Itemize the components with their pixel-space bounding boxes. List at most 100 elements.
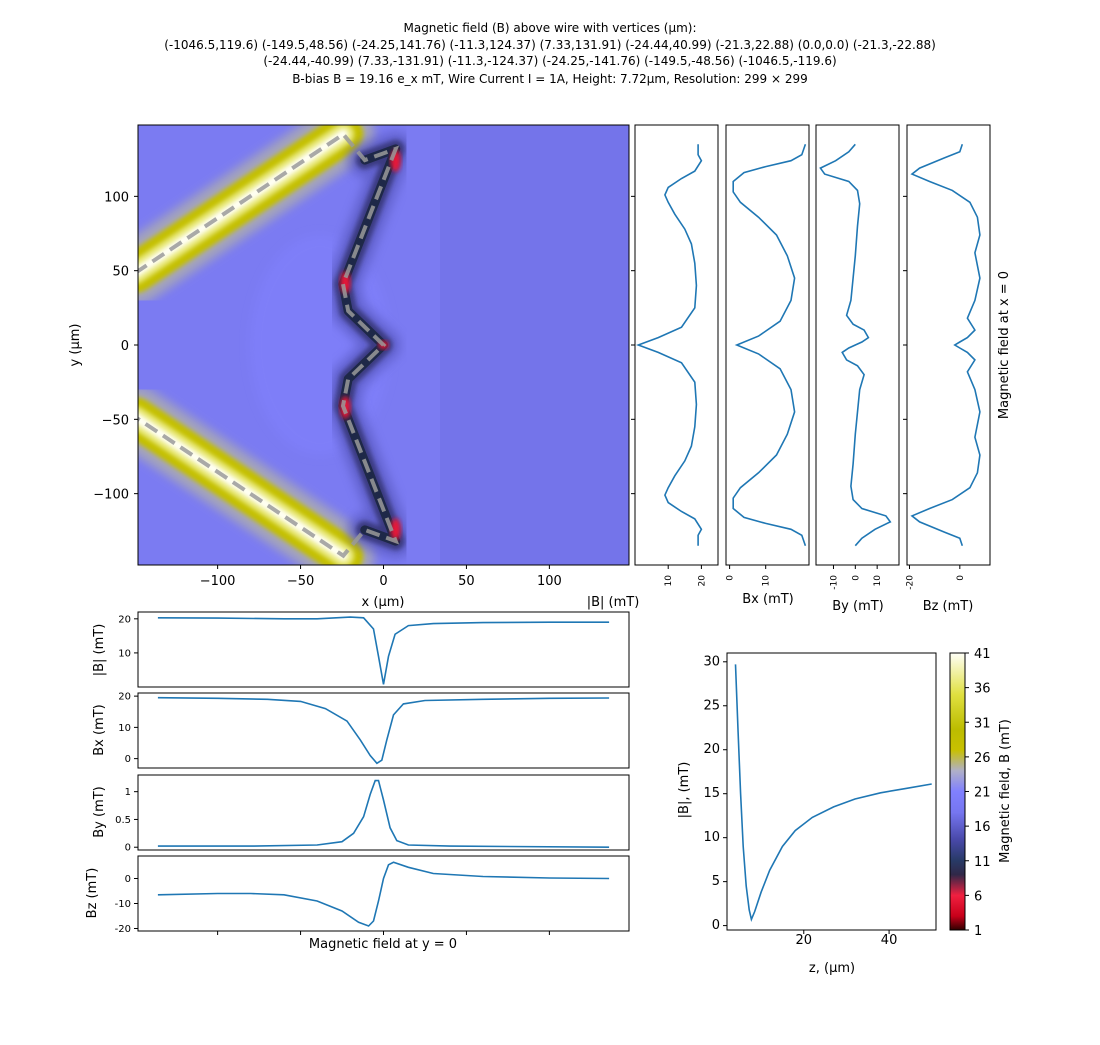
vx-bz-label: Bz (mT) (923, 599, 974, 614)
colorbar-tick-label: 26 (974, 751, 991, 766)
heatmap-xlabel: x (μm) (362, 595, 405, 610)
heatmap-xtick-label: 100 (537, 574, 562, 589)
h_bx-plot-area (138, 693, 629, 768)
vx_by-series-line (819, 143, 892, 547)
field-band-core (138, 129, 349, 278)
vx-bx-label: Bx (mT) (742, 592, 794, 607)
panel-bz-vs-y: -20 0 (903, 124, 991, 590)
vx_bx-xtick-label: 10 (762, 575, 772, 587)
panel-bx-vs-y: 0 10 (725, 124, 810, 587)
h_bx-ytick-label: 10 (118, 723, 131, 734)
zcurve-frame (726, 652, 937, 931)
zcurve-xtick-label: 40 (881, 933, 898, 948)
heatmap-right-shade (440, 125, 629, 565)
heatmap-xtick-label: 50 (458, 574, 475, 589)
colorbar-gradient (949, 652, 966, 931)
zcurve-ytick-label: 10 (703, 830, 720, 845)
heatmap-ytick-label: −50 (102, 413, 129, 428)
h_babs-frame (137, 611, 630, 688)
h_bz-ytick-label: -20 (115, 924, 131, 935)
h_bx-frame (137, 692, 630, 769)
heatmap-xtick-label: −100 (200, 574, 236, 589)
h_by-frame (137, 774, 630, 851)
h-bx-label: Bx (mT) (92, 704, 107, 756)
h-bz-label: Bz (mT) (85, 868, 100, 919)
field-heatmap: −100 −50 0 50 100 −100 −50 0 50 100 x (μm) y (μm) (68, 124, 630, 610)
h_babs-ytick-label: 10 (118, 648, 131, 659)
title-line-4: B-bias B = 19.16 e_x mT, Wire Current I … (292, 72, 808, 86)
vx-by-label: By (mT) (832, 599, 884, 614)
zcurve-series-line (734, 664, 932, 923)
vx_babs-xtick-label: 10 (664, 575, 674, 587)
x0-side-label: Magnetic field at x = 0 (997, 271, 1012, 419)
panel-babs-vs-y: 10 20 (631, 124, 719, 587)
z-xlabel: z, (μm) (809, 961, 855, 976)
vx_babs-plot-area (635, 125, 718, 565)
heatmap-ytick-label: 50 (112, 265, 129, 280)
heatmap-ytick-label: −100 (93, 488, 129, 503)
colorbar-label: Magnetic field, B (mT) (998, 719, 1013, 863)
zcurve-plot-area (727, 653, 936, 930)
panel-babs-vs-x: 10 20 (118, 611, 630, 688)
h_by-ytick-label: 1 (125, 787, 131, 798)
field-minimum-spot (390, 518, 401, 541)
heatmap-xtick-label: 0 (379, 574, 387, 589)
vx_babs-xtick-label: 20 (697, 575, 707, 587)
vx_bz-plot-area (907, 125, 990, 565)
colorbar-tick-label: 6 (974, 889, 982, 904)
h_by-plot-area (138, 775, 629, 850)
vx_by-xtick-label: -10 (829, 575, 839, 590)
zcurve-xtick-label: 20 (796, 933, 813, 948)
vx_bx-series-line (732, 144, 807, 546)
h_babs-ytick-label: 20 (118, 614, 131, 625)
colorbar-tick-label: 21 (974, 786, 991, 801)
h_bx-ytick-label: 0 (125, 754, 131, 765)
panel-bx-vs-x: 0 10 20 (118, 692, 630, 769)
h_babs-plot-area (138, 612, 629, 687)
vx_bz-xtick-label: 0 (956, 575, 966, 581)
zcurve-ytick-label: 5 (712, 874, 720, 889)
h_by-ytick-label: 0 (125, 843, 131, 854)
heatmap-ytick-label: 0 (121, 339, 129, 354)
panel-bz-vs-x: -20 -10 0 (115, 855, 630, 935)
z-ylabel: |B|, (mT) (677, 762, 692, 819)
h_bz-ytick-label: -10 (115, 899, 131, 910)
vx_bx-xtick-label: 0 (726, 575, 736, 581)
h_by-series-line (157, 779, 610, 848)
panel-by-vs-x: 00.51 (115, 774, 630, 854)
h_bz-series-line (157, 861, 610, 927)
colorbar-tick-label: 1 (974, 924, 982, 939)
title-line-1: Magnetic field (B) above wire with verti… (403, 21, 697, 35)
wire-path-dashed (138, 131, 400, 559)
heatmap-xtick-label: −50 (287, 574, 314, 589)
h_babs-series-line (157, 616, 610, 685)
h_by-ytick-label: 0.5 (115, 815, 131, 826)
vx_by-frame (815, 124, 900, 566)
h_bx-series-line (157, 696, 610, 765)
vx_bz-series-line (910, 144, 981, 546)
vx_bx-plot-area (726, 125, 809, 565)
zcurve-ytick-label: 30 (703, 654, 720, 669)
h_bz-ytick-label: 0 (125, 874, 131, 885)
title-line-3: (-24.44,-40.99) (7.33,-131.91) (-11.3,-1… (263, 54, 837, 68)
zcurve-ytick-label: 0 (712, 918, 720, 933)
y0-footer-label: Magnetic field at y = 0 (309, 937, 457, 952)
vx_by-xtick-label: 10 (873, 575, 883, 587)
zcurve-ytick-label: 25 (703, 698, 720, 713)
vx_by-xtick-label: 0 (851, 575, 861, 581)
h-babs-label: |B| (mT) (92, 624, 107, 677)
zcurve-ytick-label: 20 (703, 742, 720, 757)
colorbar-tick-label: 41 (974, 647, 991, 662)
vx_bz-xtick-label: -20 (906, 575, 916, 590)
h_bx-ytick-label: 20 (118, 692, 131, 703)
vx_bx-frame (725, 124, 810, 566)
vx_babs-series-line (636, 144, 703, 546)
title-line-2: (-1046.5,119.6) (-149.5,48.56) (-24.25,1… (164, 38, 936, 52)
heatmap-ytick-label: 100 (104, 190, 129, 205)
heatmap-ylabel: y (μm) (68, 324, 83, 367)
colorbar-tick-label: 16 (974, 820, 991, 835)
colorbar-tick-label: 31 (974, 716, 991, 731)
colorbar-tick-label: 36 (974, 682, 991, 697)
